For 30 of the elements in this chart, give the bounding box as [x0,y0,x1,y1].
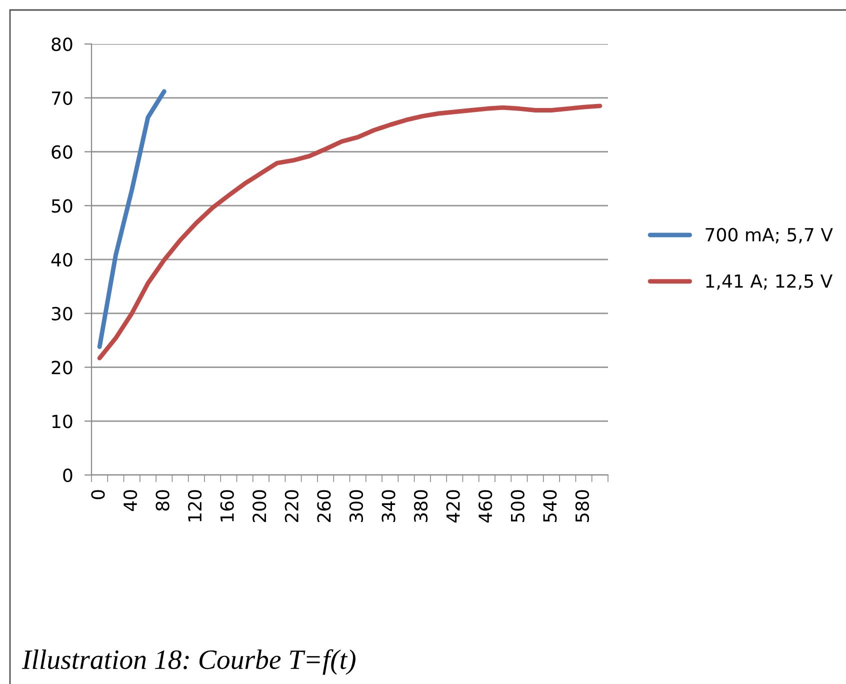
legend-label: 700 mA; 5,7 V [706,228,833,244]
y-tick-label: 20 [52,360,72,374]
x-tick-label: 80 [156,490,170,511]
x-tick-label: 580 [575,490,590,522]
x-tick-label: 160 [220,490,234,522]
y-tick-label: 50 [52,199,72,213]
y-tick-label: 30 [52,306,72,320]
x-tick-label: 460 [478,490,492,522]
x-tick-label: 40 [123,490,138,511]
x-tick-label: 260 [317,490,331,522]
line-series [97,89,166,349]
legend-label: 1,41 A; 12,5 V [706,274,832,290]
text: Illustration 18: Courbe T=f(t) [22,649,356,675]
x-tick-label: 220 [284,490,298,522]
x-tick-label: 0 [91,490,105,500]
y-tick-label: 60 [52,145,72,159]
x-tick-label: 200 [252,490,266,522]
x-tick-label: 300 [349,490,364,522]
y-tick-label: 10 [52,414,72,428]
x-tick-label: 420 [446,490,460,522]
x-tick-label: 120 [188,490,202,522]
x-tick-label: 380 [414,490,428,522]
x-tick-label: 500 [510,490,524,522]
y-tick-label: 70 [52,91,72,105]
y-tick-label: 40 [51,252,72,267]
line-series [97,104,602,360]
x-tick-label: 340 [382,490,396,522]
y-tick-label: 80 [52,37,72,52]
y-tick-label: 0 [63,468,72,482]
x-tick-label: 540 [543,490,557,522]
